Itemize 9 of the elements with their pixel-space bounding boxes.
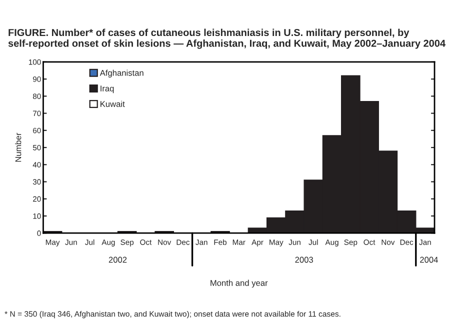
y-axis-title: Number [15, 132, 22, 162]
legend-label: Afghanistan [100, 70, 144, 78]
text: 2003 [295, 256, 313, 263]
x-axis-title: Month and year [210, 280, 268, 288]
legend-label: Iraq [100, 86, 114, 94]
chart-title: FIGURE. Number* of cases of cutaneous leishmaniasis in U.S. military personnel, by self-reported onset of skin lesions — Afghanistan, Iraq, and Kuwait, May 2002–January 2004 [8, 28, 446, 49]
text: 2004 [420, 256, 438, 263]
legend-label: Kuwait [100, 100, 125, 107]
text: 2002 [108, 256, 127, 263]
